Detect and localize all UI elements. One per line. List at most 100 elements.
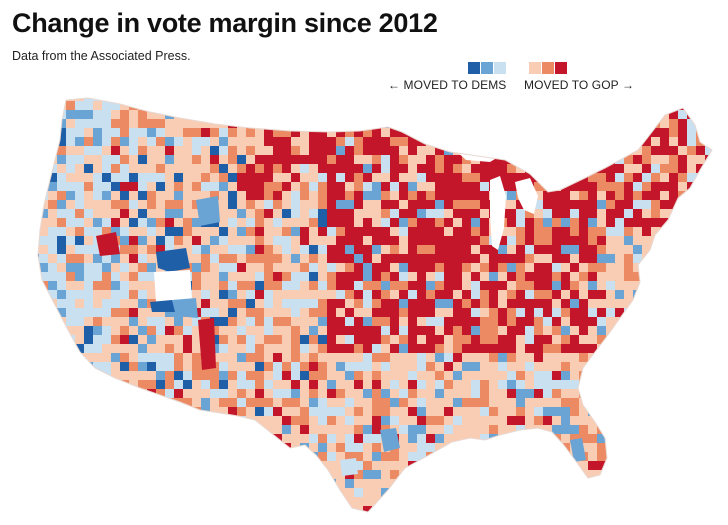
county-tile <box>696 146 705 160</box>
county-tile <box>282 452 297 461</box>
county-tile <box>228 272 237 281</box>
county-tile <box>282 506 297 512</box>
county-tile <box>633 182 642 191</box>
county-tile <box>417 146 432 155</box>
county-tile <box>291 416 300 425</box>
county-tile <box>516 128 525 137</box>
county-tile <box>579 326 594 335</box>
county-tile <box>489 461 498 470</box>
county-tile <box>597 209 606 218</box>
county-tile <box>201 506 216 512</box>
county-tile <box>372 218 381 232</box>
county-tile <box>300 281 309 290</box>
county-tile <box>219 434 234 443</box>
county-tile <box>273 101 282 110</box>
county-tile <box>237 272 246 281</box>
county-tile <box>426 434 435 443</box>
county-tile <box>129 398 138 407</box>
county-tile <box>714 380 728 389</box>
county-tile <box>570 110 579 124</box>
county-tile <box>516 299 525 308</box>
county-tile <box>327 155 336 164</box>
county-tile <box>552 389 567 398</box>
county-tile <box>147 272 156 286</box>
county-tile <box>543 308 558 317</box>
county-tile <box>633 515 642 524</box>
county-tile <box>363 308 372 317</box>
county-tile <box>534 407 549 416</box>
county-tile <box>507 119 516 128</box>
county-tile <box>192 389 207 398</box>
county-tile <box>570 506 579 512</box>
county-tile <box>210 308 219 322</box>
county-tile <box>237 380 246 389</box>
county-tile <box>183 425 198 434</box>
county-tile <box>570 398 579 407</box>
county-tile <box>201 299 210 313</box>
county-tile <box>282 98 291 101</box>
county-tile <box>390 416 399 425</box>
county-tile <box>75 236 84 250</box>
county-tile <box>210 146 219 155</box>
county-tile <box>327 416 336 425</box>
county-tile <box>156 155 165 164</box>
county-tile <box>309 227 324 236</box>
county-tile <box>273 182 282 196</box>
county-tile <box>183 470 192 479</box>
county-tile <box>129 272 144 281</box>
county-tile <box>543 191 552 200</box>
county-tile <box>372 416 381 430</box>
county-tile <box>633 479 648 488</box>
county-tile <box>93 497 108 511</box>
county-tile <box>318 371 327 385</box>
county-tile <box>300 416 309 430</box>
county-tile <box>480 434 489 443</box>
county-tile <box>606 389 615 403</box>
county-tile <box>84 110 93 119</box>
county-tile <box>633 344 642 358</box>
county-tile <box>543 164 558 173</box>
county-tile <box>381 317 390 326</box>
county-tile <box>480 128 489 142</box>
county-tile <box>246 98 255 101</box>
county-tile <box>237 434 246 443</box>
county-tile <box>543 407 558 416</box>
county-tile <box>669 119 678 133</box>
county-tile <box>543 281 552 290</box>
county-tile <box>534 209 549 218</box>
county-tile <box>552 335 567 344</box>
county-tile <box>129 389 138 398</box>
county-tile <box>498 497 507 511</box>
county-tile <box>498 371 507 380</box>
county-tile <box>489 326 498 335</box>
county-tile <box>552 425 567 434</box>
county-tile <box>66 290 75 299</box>
county-tile <box>381 326 390 335</box>
county-tile <box>597 200 606 209</box>
county-tile <box>651 407 660 421</box>
county-tile <box>282 326 291 340</box>
county-tile <box>291 335 300 344</box>
county-tile <box>345 362 354 376</box>
county-tile <box>507 200 516 214</box>
county-tile <box>597 353 606 362</box>
county-tile <box>615 380 624 389</box>
county-tile <box>471 380 480 389</box>
county-tile <box>534 182 543 196</box>
county-tile <box>606 407 621 416</box>
county-tile <box>273 236 282 245</box>
county-tile <box>435 164 444 173</box>
county-tile <box>38 443 45 452</box>
county-tile <box>579 461 594 470</box>
county-tile <box>273 281 282 295</box>
county-tile <box>651 155 660 164</box>
county-tile <box>408 272 423 281</box>
county-tile <box>345 488 354 497</box>
county-tile <box>363 263 372 272</box>
county-tile <box>156 380 165 389</box>
county-tile <box>327 299 342 308</box>
county-tile <box>516 101 525 115</box>
county-tile <box>444 452 453 466</box>
county-tile <box>264 110 273 124</box>
county-tile <box>291 182 300 191</box>
